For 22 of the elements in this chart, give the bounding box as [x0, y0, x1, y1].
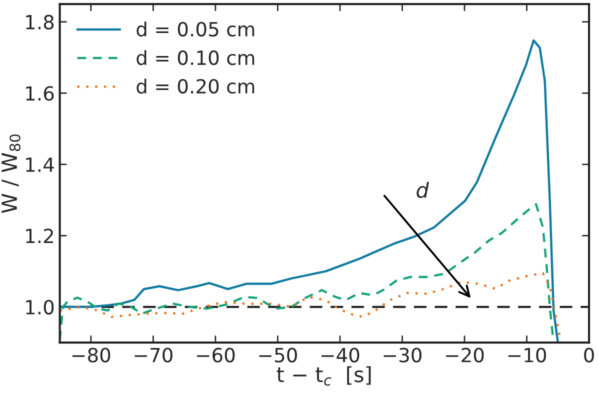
x-tick-label: −30 [384, 348, 422, 362]
x-tick-label: 0 [584, 348, 594, 362]
y-tick-label: 1.2 [26, 228, 53, 244]
line-series [60, 39, 560, 343]
annotation: d [416, 182, 430, 198]
x-tick-label: −40 [322, 348, 360, 362]
x-tick-label: −70 [134, 348, 172, 362]
y-tick-label: 1.8 [26, 14, 54, 30]
x-tick-label: −50 [259, 348, 297, 362]
legend-label: d = 0.20 cm [136, 78, 254, 94]
x-tick-label: −80 [72, 348, 110, 362]
x-axis-title: t − t$_{c}$ [s] [276, 366, 371, 386]
legend-label: d = 0.05 cm [136, 22, 254, 37]
legend-label: d = 0.10 cm [136, 50, 254, 66]
y-axis-title: W / W$_{80}$ [2, 134, 21, 214]
y-tick-label: 1.4 [26, 158, 54, 172]
x-tick-label: −20 [446, 348, 484, 362]
y-tick-label: 1.6 [26, 86, 54, 101]
x-tick-label: −60 [196, 348, 235, 362]
line-series [60, 272, 561, 338]
x-tick-label: −10 [508, 348, 546, 362]
y-tick-label: 1.0 [26, 300, 54, 315]
